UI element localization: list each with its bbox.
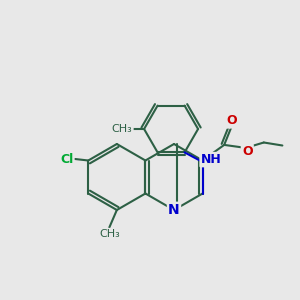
Text: O: O	[242, 145, 253, 158]
Text: Cl: Cl	[60, 152, 73, 166]
Text: O: O	[226, 114, 237, 128]
Text: N: N	[168, 203, 180, 217]
Text: NH: NH	[201, 153, 221, 166]
Text: CH₃: CH₃	[112, 124, 133, 134]
Text: CH₃: CH₃	[99, 229, 120, 239]
